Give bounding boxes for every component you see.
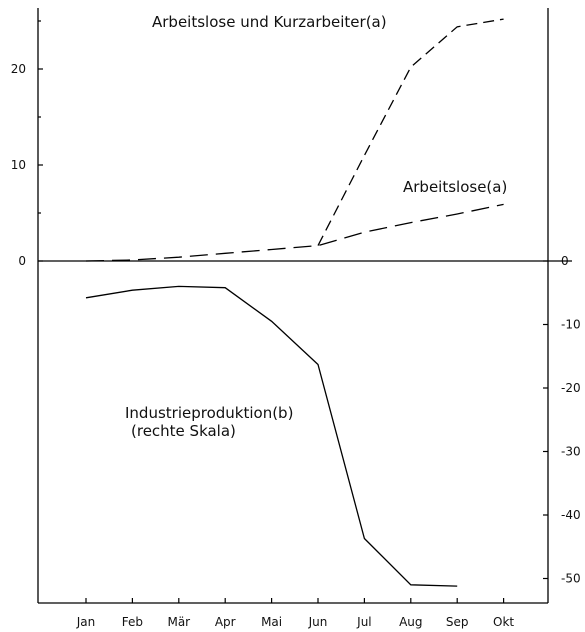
x-axis: Jan Feb Mär Apr Mai Jun Jul Aug Sep Okt xyxy=(38,260,572,629)
right-axis: 0-10-20-30-40-50 xyxy=(543,8,581,603)
x-tick-label: Aug xyxy=(399,615,422,629)
series-group xyxy=(85,18,504,587)
series-annotation-2: Arbeitslose(a) xyxy=(403,178,507,196)
left-tick-label: 10 xyxy=(11,158,26,172)
x-tick-label: Okt xyxy=(493,615,514,629)
x-tick-label: Feb xyxy=(122,615,143,629)
series-line-1 xyxy=(317,18,504,246)
series-line-3 xyxy=(85,285,458,587)
left-tick-label: 0 xyxy=(18,254,26,268)
right-tick-label: -10 xyxy=(561,318,581,332)
right-tick-label: -20 xyxy=(561,381,581,395)
x-tick-label: Mai xyxy=(261,615,282,629)
right-tick-label: -50 xyxy=(561,572,581,586)
x-tick-label: Jan xyxy=(76,615,96,629)
right-tick-label: -40 xyxy=(561,508,581,522)
x-tick-label: Mär xyxy=(167,615,190,629)
left-axis: 0 10 20 xyxy=(11,8,43,603)
series-annotation-3: Industrieproduktion(b) xyxy=(125,404,293,422)
annotations: Arbeitslose und Kurzarbeiter(a) Arbeitslo… xyxy=(125,13,507,440)
series-annotation-3-line2: (rechte Skala) xyxy=(131,422,236,440)
right-tick-label: -30 xyxy=(561,445,581,459)
series-annotation-1: Arbeitslose und Kurzarbeiter(a) xyxy=(152,13,387,31)
series-line-2 xyxy=(85,203,504,262)
x-tick-label: Apr xyxy=(215,615,236,629)
x-tick-label: Sep xyxy=(446,615,469,629)
x-tick-label: Jun xyxy=(308,615,328,629)
x-tick-label: Jul xyxy=(356,615,371,629)
left-tick-label: 20 xyxy=(11,62,26,76)
